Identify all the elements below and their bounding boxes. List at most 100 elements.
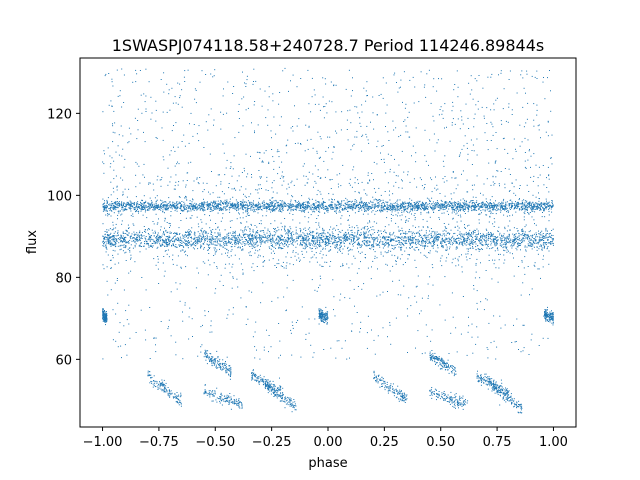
data-point — [265, 207, 267, 209]
data-point — [106, 231, 108, 233]
data-point — [453, 211, 455, 213]
data-point — [203, 198, 204, 200]
data-point — [124, 209, 126, 211]
data-point — [228, 238, 230, 240]
data-point — [535, 206, 537, 207]
data-point — [292, 244, 294, 246]
data-point — [532, 210, 534, 212]
data-point — [388, 204, 390, 206]
data-point — [199, 205, 201, 207]
data-point — [419, 230, 421, 232]
data-point — [154, 207, 155, 209]
data-point — [190, 230, 191, 232]
data-point — [187, 234, 189, 236]
data-point — [518, 232, 520, 234]
data-point — [140, 201, 141, 203]
data-point — [286, 244, 287, 246]
data-point — [208, 203, 210, 205]
data-point — [478, 204, 480, 206]
data-point — [123, 205, 124, 206]
data-point — [364, 209, 366, 211]
data-point — [132, 206, 134, 208]
data-point — [429, 205, 431, 207]
data-point — [209, 241, 211, 243]
data-point — [121, 241, 123, 243]
data-point — [178, 201, 180, 203]
data-point — [177, 204, 179, 206]
data-point — [141, 209, 143, 211]
data-point — [526, 205, 527, 207]
data-point — [372, 204, 374, 206]
data-point — [545, 206, 547, 208]
data-point — [107, 235, 109, 237]
data-point — [197, 241, 199, 243]
data-point — [426, 202, 427, 204]
data-point — [418, 204, 420, 206]
data-point — [536, 203, 538, 205]
data-point — [203, 207, 205, 208]
data-point — [236, 242, 238, 244]
data-point — [318, 237, 320, 239]
data-point — [400, 249, 401, 251]
data-point — [387, 237, 389, 238]
data-point — [552, 244, 554, 246]
data-point — [363, 208, 365, 210]
data-point — [230, 205, 232, 206]
data-point — [219, 244, 221, 246]
data-point — [316, 205, 318, 207]
data-point — [466, 207, 468, 209]
data-point — [502, 202, 504, 204]
data-point — [252, 205, 254, 207]
data-point — [282, 210, 284, 211]
data-point — [149, 197, 151, 199]
data-point — [350, 230, 352, 232]
data-point — [119, 210, 121, 212]
data-point — [447, 202, 449, 204]
data-point — [115, 227, 117, 229]
data-point — [381, 207, 383, 208]
data-point — [377, 206, 379, 208]
data-point — [374, 203, 376, 205]
data-point — [146, 241, 148, 243]
data-point — [196, 203, 197, 205]
data-point — [408, 204, 409, 206]
data-point — [396, 240, 398, 242]
data-point — [340, 206, 342, 208]
data-point — [475, 202, 477, 204]
data-point — [304, 209, 306, 211]
data-point — [441, 240, 443, 242]
data-point — [466, 241, 468, 243]
data-point — [334, 204, 336, 206]
data-point — [202, 206, 204, 207]
data-point — [530, 242, 532, 244]
data-point — [215, 228, 217, 230]
data-point — [533, 242, 534, 244]
data-point — [543, 247, 545, 248]
data-point — [326, 208, 328, 210]
data-point — [322, 207, 324, 209]
data-point — [533, 203, 535, 205]
data-point — [393, 205, 394, 207]
data-point — [311, 198, 313, 200]
data-point — [278, 239, 280, 241]
data-point — [187, 232, 189, 233]
data-point — [528, 205, 530, 207]
data-point — [153, 206, 155, 208]
data-point — [166, 245, 168, 247]
data-point — [228, 237, 229, 239]
data-point — [117, 230, 119, 232]
data-point — [104, 238, 105, 240]
data-point — [193, 244, 195, 246]
data-point — [340, 242, 341, 244]
data-point — [506, 237, 508, 239]
data-point — [135, 205, 137, 207]
data-point — [140, 237, 142, 239]
data-point — [330, 237, 332, 239]
data-point — [157, 204, 159, 206]
data-point — [192, 198, 193, 200]
data-point — [144, 243, 145, 245]
data-point — [348, 207, 350, 209]
data-point — [339, 236, 341, 238]
data-point — [347, 206, 349, 208]
data-point — [106, 210, 108, 212]
